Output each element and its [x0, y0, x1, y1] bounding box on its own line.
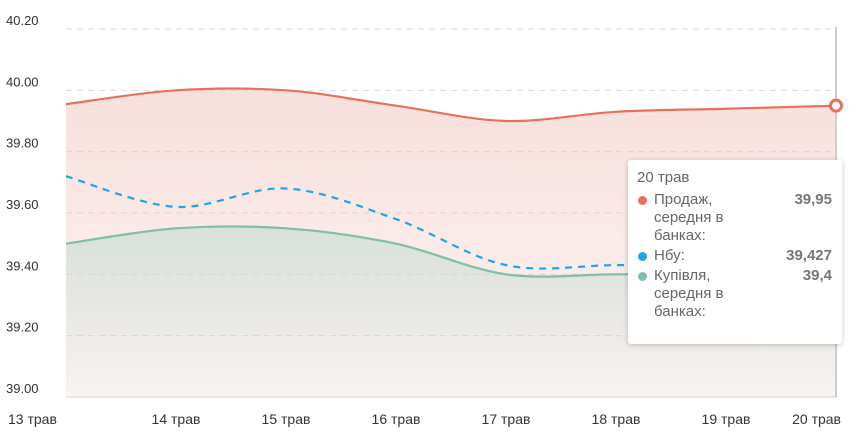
tooltip-row-sell: Продаж, середня в банках: 39,95 — [637, 191, 834, 245]
tooltip-date: 20 трав — [637, 169, 690, 186]
x-tick-label: 20 трав — [792, 411, 841, 427]
tooltip-label-buy: Купівля, середня в банках: — [654, 267, 724, 320]
tooltip-value-buy: 39,4 — [802, 267, 832, 284]
y-tick-label: 40.20 — [6, 13, 39, 28]
sell-legend-dot — [638, 196, 647, 205]
y-tick-label: 39.80 — [6, 136, 39, 151]
y-tick-label: 39.40 — [6, 258, 39, 273]
sell-hover-marker — [829, 98, 843, 113]
y-tick-label: 40.00 — [6, 74, 39, 89]
hover-markers — [829, 98, 843, 113]
tooltip-row-nbu: Нбу: 39,427 — [637, 247, 834, 265]
x-tick-label: 19 трав — [702, 411, 751, 427]
y-tick-label: 39.20 — [6, 320, 39, 335]
buy-legend-dot — [638, 272, 647, 281]
tooltip-label-sell: Продаж, середня в банках: — [654, 191, 724, 244]
tooltip-value-nbu: 39,427 — [786, 247, 832, 264]
x-tick-label: 13 трав — [8, 411, 57, 427]
tooltip-row-buy: Купівля, середня в банках: 39,4 — [637, 267, 834, 321]
buy-area — [66, 226, 836, 397]
nbu-legend-dot — [638, 252, 647, 261]
x-tick-label: 16 трав — [372, 411, 421, 427]
x-tick-label: 14 трав — [152, 411, 201, 427]
x-tick-label: 18 трав — [592, 411, 641, 427]
x-axis-ticks: 13 трав 14 трав 15 трав 16 трав 17 трав 18 тр… — [8, 411, 841, 427]
tooltip-value-sell: 39,95 — [794, 191, 832, 208]
x-tick-label: 15 трав — [262, 411, 311, 427]
y-axis-ticks: 39.00 39.20 39.40 39.60 39.80 40.00 40.20 — [6, 13, 39, 396]
x-tick-label: 17 трав — [482, 411, 531, 427]
tooltip-label-nbu: Нбу: — [654, 247, 685, 264]
y-tick-label: 39.00 — [6, 381, 39, 396]
y-tick-label: 39.60 — [6, 197, 39, 212]
sell-series-line — [65, 87, 837, 123]
chart-tooltip: 20 трав Продаж, середня в банках: 39,95 … — [628, 160, 842, 344]
